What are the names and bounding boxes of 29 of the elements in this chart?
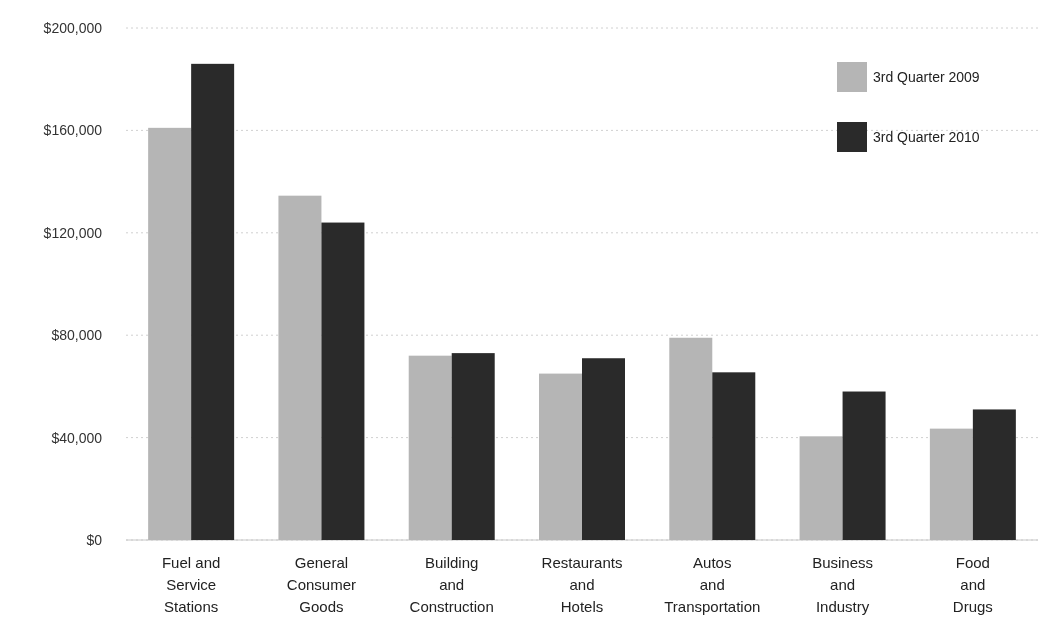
bar: [408, 355, 452, 540]
bar: [539, 373, 582, 540]
bar: [842, 391, 886, 540]
x-tick-label: Food and Drugs: [952, 554, 993, 615]
y-tick-label: $160,000: [43, 122, 103, 139]
legend-label: 3rd Quarter 2009: [873, 68, 980, 85]
bar: [582, 358, 625, 540]
y-tick-label: $80,000: [51, 327, 103, 344]
y-tick-label: $40,000: [51, 429, 103, 446]
bar: [669, 337, 713, 540]
x-tick-label: Fuel and Service Stations: [161, 554, 221, 615]
x-tick-label: Autos and Transportation: [664, 554, 761, 615]
bar: [799, 436, 843, 540]
legend-label: 3rd Quarter 2010: [873, 128, 980, 145]
bar: [278, 195, 322, 540]
bar: [321, 222, 365, 540]
y-tick-label: $0: [86, 531, 103, 548]
bar: [712, 372, 756, 540]
x-tick-label: Building and Construction: [409, 554, 494, 615]
y-tick-label: $200,000: [43, 19, 103, 36]
x-tick-label: Business and Industry: [812, 554, 874, 615]
bar: [148, 127, 192, 540]
bar: [451, 353, 495, 540]
bar: [191, 63, 235, 540]
bar: [929, 428, 973, 540]
x-tick-label: Restaurants and Hotels: [541, 554, 623, 615]
x-tick-label: General Consumer Goods: [286, 554, 357, 615]
y-tick-label: $120,000: [43, 224, 103, 241]
bar: [972, 409, 1016, 540]
